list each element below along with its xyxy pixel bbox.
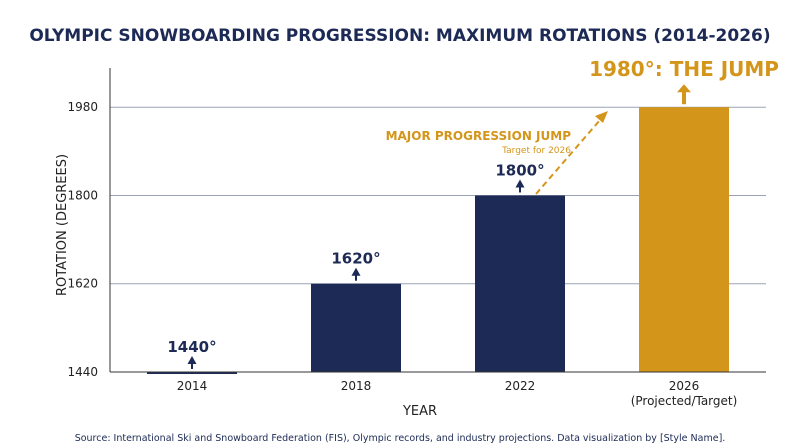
bar	[639, 107, 729, 373]
x-tick-label: 2014	[177, 379, 208, 393]
annotation-subtext: Target for 2026	[501, 146, 571, 156]
x-tick-label: 2018	[341, 379, 372, 393]
x-axis-label: YEAR	[402, 404, 437, 419]
y-axis-label: ROTATION (DEGREES)	[55, 154, 70, 296]
chart-title: OLYMPIC SNOWBOARDING PROGRESSION: MAXIMU…	[29, 26, 770, 46]
bar-up-arrow-head	[351, 267, 361, 276]
bars	[147, 107, 729, 374]
value-label: 1440°	[167, 338, 216, 356]
axes: 1440 1620 1800 1980 2014 2018 2022 2026(Project…	[67, 68, 766, 408]
bar-up-arrow-head	[677, 84, 691, 93]
bar	[475, 195, 565, 372]
y-tick-label: 1980	[67, 100, 98, 114]
labels: 1440° 1620° 1800° 1980°: THE JUMP	[167, 57, 779, 369]
x-tick-label: 2022	[505, 379, 536, 393]
value-label: 1620°	[331, 250, 380, 268]
annotation-arrow-head	[595, 111, 608, 123]
y-tick-label: 1800	[67, 188, 98, 202]
annotation-arrow-line	[535, 119, 601, 195]
y-tick-label: 1620	[67, 277, 98, 291]
y-tick-label: 1440	[67, 365, 98, 379]
bar	[147, 372, 237, 374]
value-label: 1800°	[495, 161, 544, 179]
annotation-text: MAJOR PROGRESSION JUMP	[386, 129, 572, 143]
source-note: Source: International Ski and Snowboard …	[75, 433, 726, 444]
annotation: MAJOR PROGRESSION JUMP Target for 2026	[386, 111, 608, 195]
bar-up-arrow-head	[187, 356, 197, 364]
bar-up-arrow-head	[515, 179, 525, 188]
x-tick-label: 2026	[669, 379, 700, 393]
bar	[311, 283, 401, 372]
value-label: 1980°: THE JUMP	[589, 57, 779, 81]
x-tick-sublabel: (Projected/Target)	[631, 394, 738, 408]
